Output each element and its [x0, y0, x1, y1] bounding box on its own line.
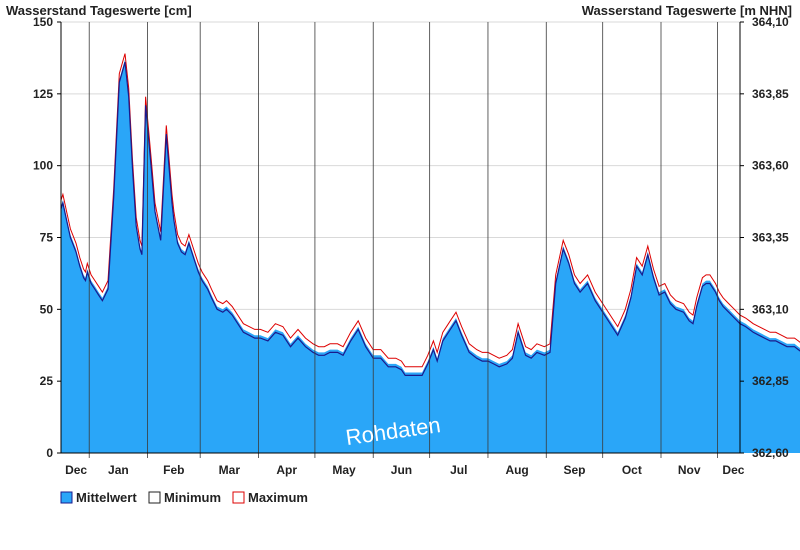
left-tick-label-2: 50 [40, 302, 54, 316]
left-tick-label-6: 150 [33, 15, 53, 29]
right-axis-title: Wasserstand Tageswerte [m NHN] [582, 3, 792, 18]
right-tick-label-3: 363,35 [752, 231, 789, 245]
left-tick-label-3: 75 [40, 231, 54, 245]
month-label-3: Mar [219, 463, 241, 477]
legend: Mittelwert Minimum Maximum [60, 490, 308, 505]
left-tick-label-4: 100 [33, 159, 53, 173]
legend-label-max: Maximum [248, 490, 308, 505]
right-tick-label-2: 363,10 [752, 302, 789, 316]
month-label-1: Jan [108, 463, 129, 477]
month-label-9: Sep [563, 463, 585, 477]
month-label-6: Jun [391, 463, 412, 477]
month-label-2: Feb [163, 463, 184, 477]
left-tick-label-0: 0 [46, 446, 53, 460]
plot-area [60, 22, 800, 458]
legend-swatch-min [148, 491, 161, 504]
month-label-10: Oct [622, 463, 642, 477]
right-tick-label-0: 362,60 [752, 446, 789, 460]
month-label-7: Jul [450, 463, 467, 477]
series-mittelwert-area [61, 59, 800, 453]
left-tick-label-5: 125 [33, 87, 53, 101]
left-tick-label-1: 25 [40, 374, 54, 388]
right-tick-label-1: 362,85 [752, 374, 789, 388]
month-label-0: Dec [65, 463, 87, 477]
month-label-11: Nov [678, 463, 701, 477]
legend-label-mean: Mittelwert [76, 490, 137, 505]
month-label-5: May [332, 463, 356, 477]
right-tick-label-6: 364,10 [752, 15, 789, 29]
legend-label-min: Minimum [164, 490, 221, 505]
month-label-12: Dec [722, 463, 744, 477]
legend-swatch-max [232, 491, 245, 504]
axes: 0 362,60 25 362,85 50 363,10 75 363,35 100 363,60… [33, 15, 789, 477]
series-minimum-line [60, 62, 800, 376]
legend-swatch-mean [60, 491, 73, 504]
right-tick-label-5: 363,85 [752, 87, 789, 101]
left-axis-title: Wasserstand Tageswerte [cm] [6, 3, 192, 18]
right-tick-label-4: 363,60 [752, 159, 789, 173]
month-label-8: Aug [505, 463, 528, 477]
month-label-4: Apr [276, 463, 297, 477]
